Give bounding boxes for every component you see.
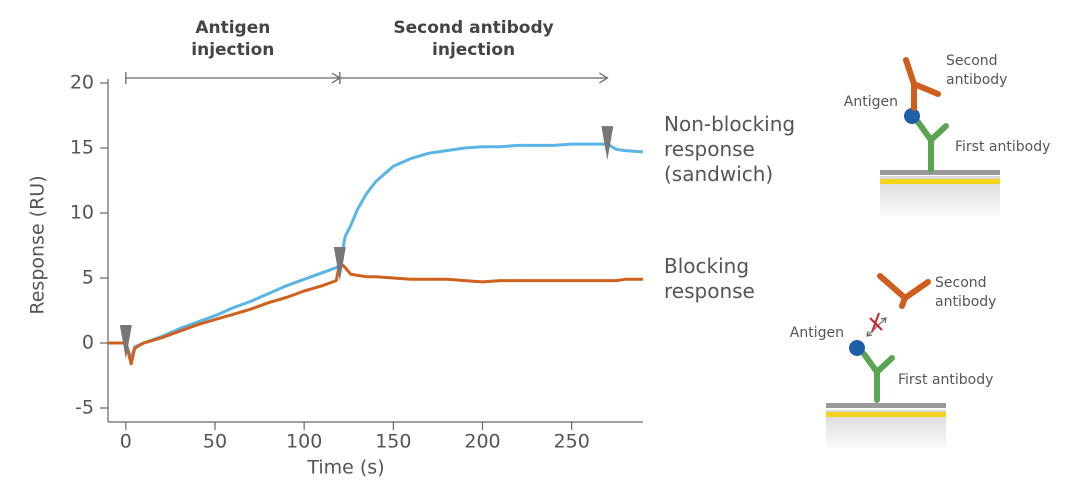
- y-tick-label: 10: [70, 202, 94, 224]
- annotation-head: [598, 72, 609, 84]
- gold-layer: [826, 412, 946, 417]
- x-tick-label: 50: [203, 431, 227, 453]
- second-antibody-label: antibody: [935, 294, 996, 310]
- series-line: [108, 260, 643, 366]
- first-antibody-label: First antibody: [898, 372, 993, 388]
- x-axis-label: Time (s): [306, 457, 384, 479]
- y-axis-label: Response (RU): [27, 175, 49, 314]
- y-tick-label: 0: [82, 332, 94, 354]
- arrow-heads: [866, 317, 887, 337]
- y-tick-label: 20: [70, 72, 94, 94]
- x-tick-label: 0: [120, 431, 132, 453]
- antigen: [849, 340, 865, 356]
- x-tick-label: 200: [464, 431, 500, 453]
- diagram-blocking: Antigen Second antibody First antibody: [790, 273, 996, 448]
- y-tick-label: -5: [75, 397, 94, 419]
- series-label: Blocking response: [664, 253, 755, 302]
- series-label: Non-blocking response (sandwich): [664, 111, 795, 185]
- second-antibody: [877, 273, 931, 309]
- second-antibody-label: Second: [946, 53, 998, 69]
- second-antibody-label: Second: [935, 275, 987, 291]
- second-antibody: [903, 57, 941, 111]
- y-tick-label: 15: [70, 137, 94, 159]
- approach-arrow: [866, 317, 887, 337]
- injection-marker: [119, 325, 132, 359]
- surface-layer: [880, 170, 1000, 175]
- series-line: [108, 142, 644, 361]
- antigen: [904, 108, 920, 124]
- antigen-label: Antigen: [844, 94, 898, 110]
- annotation-label: Antigen: [195, 18, 270, 38]
- first-antibody: [861, 351, 895, 403]
- x-tick-label: 100: [286, 431, 322, 453]
- injection-marker: [601, 126, 614, 161]
- antigen-label: Antigen: [790, 325, 844, 341]
- annotation-label: injection: [432, 40, 515, 60]
- x-tick-label: 250: [554, 431, 590, 453]
- surface-layer: [826, 403, 946, 408]
- second-antibody-label: antibody: [946, 72, 1007, 88]
- injection-marker: [333, 247, 346, 281]
- gold-layer: [880, 179, 1000, 184]
- y-tick-label: 5: [82, 267, 94, 289]
- first-antibody-label: First antibody: [955, 139, 1050, 155]
- blocked-cross: [869, 312, 883, 333]
- annotation-label: injection: [191, 40, 274, 60]
- annotation-label: Second antibody: [393, 18, 553, 38]
- diagram-sandwich: Antigen Second antibody First antibody: [844, 53, 1050, 216]
- first-antibody: [915, 119, 949, 173]
- x-tick-label: 150: [375, 431, 411, 453]
